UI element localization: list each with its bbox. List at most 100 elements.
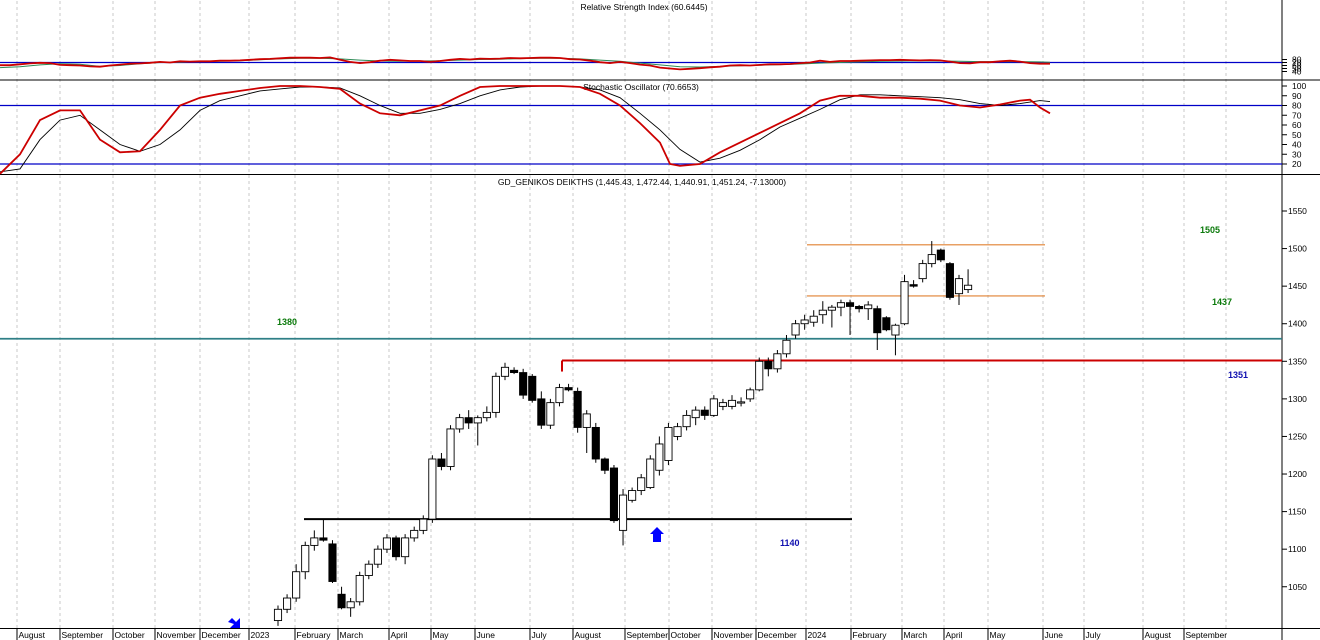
candlestick	[310, 530, 319, 551]
candlestick	[864, 301, 873, 320]
x-month-label: February	[297, 630, 332, 640]
candlestick	[809, 310, 818, 327]
x-month-label: May	[433, 630, 450, 640]
candlestick	[954, 274, 964, 305]
candle-body	[664, 426, 673, 461]
x-month-label: July	[532, 630, 548, 640]
candlestick	[873, 305, 882, 351]
rsi-tick-label: 60	[1292, 61, 1302, 71]
x-month-label: July	[1086, 630, 1102, 640]
price-tick-label: 1400	[1288, 319, 1307, 329]
candlestick	[473, 415, 482, 446]
candle-body	[401, 537, 410, 558]
candlestick	[491, 372, 500, 418]
candlestick	[500, 362, 510, 381]
x-month-label: September	[1186, 630, 1228, 640]
candlestick	[909, 280, 918, 288]
candlestick	[273, 605, 283, 626]
candlestick	[401, 534, 410, 565]
candle-body	[428, 458, 437, 520]
rsi-series-line	[0, 56, 1050, 71]
candlestick	[746, 387, 755, 402]
candle-body	[737, 401, 746, 404]
price-tick-label: 1550	[1288, 206, 1307, 216]
x-month-label: August	[575, 630, 602, 640]
x-month-label: August	[1145, 630, 1172, 640]
candlestick	[428, 455, 437, 523]
x-month-label: June	[477, 630, 496, 640]
candle-body	[700, 409, 709, 416]
candlestick	[410, 526, 419, 542]
candle-body	[446, 428, 455, 467]
candlestick	[845, 299, 855, 335]
candlestick	[364, 560, 373, 580]
stoch-tick-label: 60	[1292, 120, 1302, 130]
candlestick	[836, 299, 846, 317]
candle-body	[528, 375, 537, 401]
candle-body	[391, 537, 401, 558]
candle-body	[410, 529, 419, 539]
x-month-label: November	[157, 630, 196, 640]
candle-body	[945, 263, 954, 298]
stoch-tick-label: 40	[1292, 140, 1302, 150]
x-month-label: December	[758, 630, 797, 640]
candlestick	[292, 564, 301, 602]
candle-body	[800, 319, 809, 325]
rsi-title: Relative Strength Index (60.6445)	[580, 2, 707, 12]
candlestick	[927, 241, 936, 268]
x-month-label: October	[115, 630, 145, 640]
candlestick	[582, 410, 591, 453]
candle-body	[691, 409, 700, 419]
price-tick-label: 1250	[1288, 431, 1307, 441]
candle-body	[909, 284, 918, 287]
candle-body	[964, 284, 973, 291]
stoch-series-line	[0, 85, 1051, 173]
candle-body	[746, 389, 755, 400]
candlestick	[573, 387, 582, 433]
candle-body	[573, 390, 582, 428]
candle-body	[510, 369, 519, 374]
candle-body	[682, 414, 691, 428]
candle-body	[773, 353, 782, 370]
candle-body	[337, 593, 346, 609]
candle-body	[791, 323, 800, 336]
candle-body	[555, 387, 564, 404]
candlestick	[918, 259, 927, 283]
candlestick	[618, 489, 628, 546]
candle-body	[836, 302, 846, 308]
candle-body	[954, 278, 964, 295]
rsi-tick-label: 80	[1292, 55, 1302, 65]
rsi-tick-label: 40	[1292, 67, 1302, 77]
candle-body	[355, 575, 364, 603]
candle-body	[519, 372, 528, 396]
x-month-label: March	[904, 630, 928, 640]
candlestick	[936, 248, 945, 263]
price-tick-label: 1450	[1288, 281, 1307, 291]
down-arrow-icon	[228, 618, 240, 628]
candlestick	[709, 395, 718, 417]
candle-body	[482, 411, 491, 419]
candlestick	[637, 474, 646, 496]
candle-body	[628, 490, 637, 501]
candle-body	[727, 399, 737, 407]
candle-body	[927, 254, 936, 265]
candlestick	[609, 465, 619, 523]
candle-body	[500, 366, 510, 377]
price-tick-label: 1350	[1288, 356, 1307, 366]
candle-body	[591, 426, 600, 460]
candlestick	[718, 398, 727, 411]
candlestick	[818, 301, 827, 324]
x-month-label: May	[990, 630, 1007, 640]
stoch-tick-label: 100	[1292, 81, 1306, 91]
x-month-label: September	[627, 630, 669, 640]
candle-body	[292, 571, 301, 599]
month-gridlines	[16, 1, 1227, 628]
candlestick	[528, 374, 537, 403]
stoch-tick-label: 20	[1292, 159, 1302, 169]
candle-body	[637, 477, 646, 492]
candle-body	[582, 413, 591, 428]
rsi-tick-label: 50	[1292, 64, 1302, 74]
x-month-label: April	[391, 630, 408, 640]
candlestick	[301, 541, 310, 580]
stochastic-title: Stochastic Oscillator (70.6653)	[583, 82, 699, 92]
